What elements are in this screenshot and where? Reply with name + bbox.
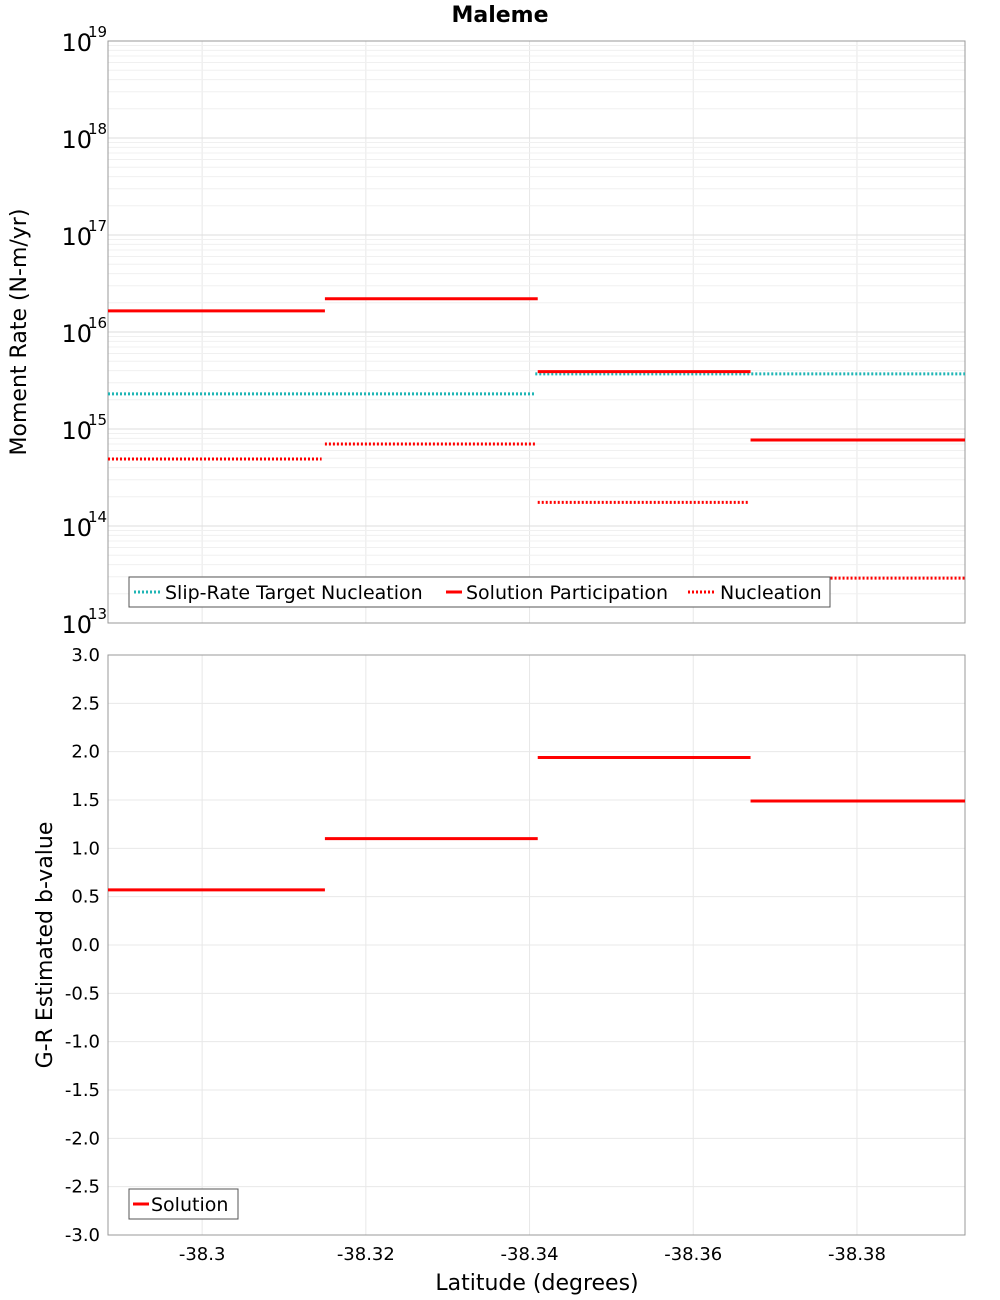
x-tick-label: -38.32 bbox=[337, 1244, 395, 1265]
top-y-tick-base: 10 bbox=[61, 514, 92, 542]
bottom-y-tick-label: -2.0 bbox=[65, 1128, 100, 1149]
legend-label-nucleation: Nucleation bbox=[720, 582, 822, 604]
top-y-tick-exponent: 15 bbox=[88, 411, 107, 429]
legend-label-slip-rate: Slip-Rate Target Nucleation bbox=[165, 582, 423, 604]
bottom-y-tick-label: -1.5 bbox=[65, 1080, 100, 1101]
top-y-tick-exponent: 14 bbox=[88, 508, 107, 526]
top-y-tick-base: 10 bbox=[61, 126, 92, 154]
top-y-axis-label: Moment Rate (N-m/yr) bbox=[7, 209, 32, 456]
top-y-tick-base: 10 bbox=[61, 611, 92, 639]
bottom-y-tick-label: -3.0 bbox=[65, 1225, 100, 1246]
bottom-grid bbox=[108, 654, 965, 1236]
top-grid bbox=[108, 41, 965, 624]
bottom-series bbox=[108, 755, 965, 892]
bottom-y-tick-label: -0.5 bbox=[65, 983, 100, 1004]
bottom-y-tick-label: -2.5 bbox=[65, 1177, 100, 1198]
top-y-tick-exponent: 13 bbox=[88, 605, 107, 623]
bottom-y-tick-label: 1.5 bbox=[71, 790, 100, 811]
bottom-y-tick-label: 2.5 bbox=[71, 693, 100, 714]
x-tick-label: -38.3 bbox=[179, 1244, 226, 1265]
x-tick-label: -38.38 bbox=[828, 1244, 886, 1265]
top-y-tick-base: 10 bbox=[61, 320, 92, 348]
bottom-legend: Solution bbox=[128, 1188, 239, 1220]
bottom-y-tick-label: 3.0 bbox=[71, 645, 100, 666]
x-axis-label: Latitude (degrees) bbox=[435, 1271, 638, 1296]
b-value-panel: 3.0 2.5 2.0 1.5 1.0 0.5 0.0 -0.5 -1.0 -1.5 -2.0 -2.… bbox=[33, 645, 966, 1296]
chart-title: Maleme bbox=[451, 3, 548, 28]
bottom-y-axis-label: G-R Estimated b-value bbox=[33, 822, 58, 1069]
legend-label-participation: Solution Participation bbox=[466, 582, 668, 604]
top-y-tick-exponent: 19 bbox=[88, 23, 107, 41]
top-legend: Slip-Rate Target Nucleation Solution Par… bbox=[128, 576, 831, 608]
x-tick-label: -38.36 bbox=[664, 1244, 722, 1265]
bottom-y-tick-label: 0.0 bbox=[71, 935, 100, 956]
top-y-tick-exponent: 17 bbox=[88, 217, 107, 235]
top-y-tick-exponent: 16 bbox=[88, 314, 107, 332]
top-y-tick-base: 10 bbox=[61, 417, 92, 445]
bottom-plot-frame bbox=[107, 654, 966, 1236]
top-series bbox=[108, 297, 965, 580]
x-tick-label: -38.34 bbox=[501, 1244, 559, 1265]
top-plot-frame bbox=[107, 40, 966, 624]
bottom-x-ticks: -38.3 -38.32 -38.34 -38.36 -38.38 bbox=[179, 1244, 886, 1265]
bottom-y-tick-label: -1.0 bbox=[65, 1032, 100, 1053]
bottom-y-tick-label: 1.0 bbox=[71, 838, 100, 859]
top-y-tick-base: 10 bbox=[61, 223, 92, 251]
bottom-y-tick-label: 2.0 bbox=[71, 742, 100, 763]
bottom-y-ticks: 3.0 2.5 2.0 1.5 1.0 0.5 0.0 -0.5 -1.0 -1.5 -2.0 -2.… bbox=[65, 645, 100, 1246]
legend-label-solution: Solution bbox=[151, 1194, 228, 1216]
bottom-y-tick-label: 0.5 bbox=[71, 887, 100, 908]
top-y-tick-exponent: 18 bbox=[88, 120, 107, 138]
top-y-tick-base: 10 bbox=[61, 29, 92, 57]
